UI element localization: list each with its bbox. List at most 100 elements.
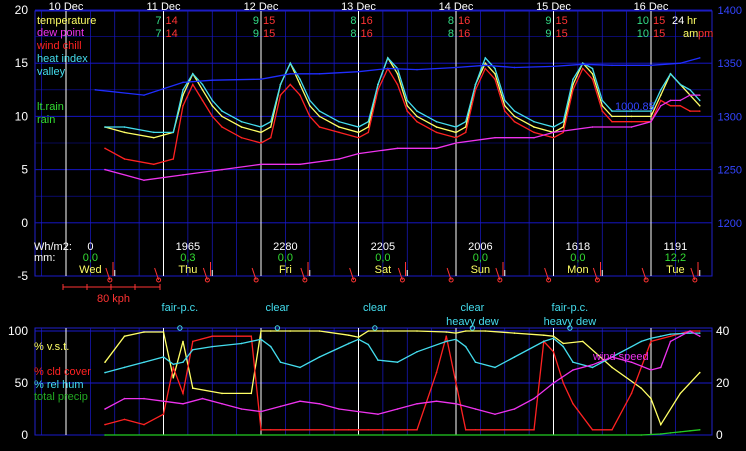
lower-point--v-s-t- bbox=[542, 334, 545, 336]
lower-point--cld-cover bbox=[250, 335, 253, 338]
tmin-label: 10 bbox=[637, 28, 649, 40]
wind-dir-marker bbox=[448, 277, 454, 283]
series-point-temperature bbox=[572, 83, 574, 86]
lower-point--rel-hum bbox=[396, 361, 399, 364]
lower-point--v-s-t- bbox=[650, 397, 652, 400]
lower-point--v-s-t- bbox=[250, 392, 253, 395]
lower-point--rel-hum bbox=[513, 356, 516, 358]
series-point-heat-index bbox=[503, 99, 506, 102]
lower-point--cld-cover bbox=[552, 351, 555, 353]
series-point-valley bbox=[698, 57, 701, 59]
series-point-valley bbox=[318, 73, 321, 75]
tmax-label: 16 bbox=[361, 15, 373, 27]
series-point-valley bbox=[650, 64, 652, 67]
legend-valley: valley bbox=[37, 66, 66, 78]
mm-value: 12,2 bbox=[665, 252, 686, 264]
weekday-label: Mon bbox=[567, 264, 588, 276]
tmin-label: 7 bbox=[155, 15, 161, 27]
series-point-heat-index bbox=[659, 89, 662, 91]
lower-panel: 100 50 0 40 20 0 fair-p.c. clear clear clear heav… bbox=[8, 302, 730, 442]
series-point-wind-chill bbox=[377, 89, 379, 91]
lower-point-total-precip bbox=[669, 432, 672, 434]
series-point-temperature bbox=[406, 104, 409, 107]
left-tick-label: 10 bbox=[15, 109, 29, 123]
series-point-temperature bbox=[367, 126, 370, 128]
series-point-temperature bbox=[494, 73, 496, 75]
lower-point--rel-hum bbox=[367, 343, 370, 346]
sky-condition-label: clear bbox=[265, 302, 289, 314]
series-point-valley bbox=[143, 94, 145, 96]
series-point-heat-index bbox=[630, 110, 633, 112]
series-line-dew-point bbox=[104, 94, 700, 181]
series-point-dew-point bbox=[182, 174, 184, 176]
series-point-temperature bbox=[484, 62, 487, 64]
lower-point--cld-cover bbox=[562, 382, 565, 384]
lower-point-wind-speed bbox=[338, 408, 340, 410]
lower-point-total-precip bbox=[640, 434, 643, 436]
sky-condition-label: fair-p.c. bbox=[552, 302, 589, 314]
series-point-heat-index bbox=[201, 83, 204, 86]
lower-right-tick: 20 bbox=[716, 376, 730, 390]
wind-dir-marker bbox=[643, 277, 649, 283]
series-point-temperature bbox=[211, 104, 214, 107]
series-point-dew-point bbox=[533, 136, 535, 139]
lower-point--v-s-t- bbox=[367, 330, 370, 332]
lower-point--v-s-t- bbox=[143, 331, 145, 333]
series-point-wind-chill bbox=[572, 89, 574, 91]
series-point-dew-point bbox=[338, 158, 340, 160]
lower-point--v-s-t- bbox=[289, 330, 292, 332]
series-point-wind-chill bbox=[698, 110, 701, 112]
lower-point-total-precip bbox=[659, 433, 662, 435]
series-point-heat-index bbox=[552, 126, 555, 128]
series-point-wind-chill bbox=[357, 136, 360, 139]
legend-temperature: temperature bbox=[37, 15, 96, 27]
series-point-wind-chill bbox=[191, 83, 194, 86]
tmax-label: 15 bbox=[263, 15, 275, 27]
series-point-temperature bbox=[269, 126, 272, 128]
lower-point--cld-cover bbox=[357, 429, 360, 431]
legend-dew-point: dew point bbox=[37, 27, 84, 39]
tmax-label: 15 bbox=[653, 15, 665, 27]
series-point-heat-index bbox=[211, 99, 214, 102]
legend-wind-chill: wind chill bbox=[36, 40, 82, 52]
series-point-dew-point bbox=[659, 104, 662, 107]
day-date-label: 14 Dec bbox=[439, 1, 474, 13]
series-point-dew-point bbox=[104, 168, 106, 171]
series-point-dew-point bbox=[221, 168, 223, 171]
wind-dir-arrow bbox=[446, 267, 452, 281]
weekday-label: Tue bbox=[666, 264, 685, 276]
lower-point--rel-hum bbox=[640, 340, 643, 343]
lower-point--rel-hum bbox=[572, 361, 574, 364]
series-line-temperature bbox=[104, 56, 701, 139]
lower-point--rel-hum bbox=[464, 345, 467, 348]
wind-dir-arrow bbox=[397, 267, 403, 281]
lower-point-wind-speed bbox=[572, 369, 574, 371]
series-point-heat-index bbox=[669, 73, 672, 75]
lower-point--cld-cover bbox=[367, 429, 370, 431]
series-point-dew-point bbox=[689, 94, 691, 96]
mm-value: 0,0 bbox=[375, 252, 390, 264]
series-point-wind-chill bbox=[513, 120, 516, 123]
dew-label: heavy dew bbox=[544, 316, 597, 328]
wind-dir-marker bbox=[399, 277, 405, 283]
series-point-dew-point bbox=[494, 136, 496, 139]
wind-dir-arrow bbox=[300, 267, 306, 281]
series-point-temperature bbox=[318, 115, 321, 118]
series-point-dew-point bbox=[552, 131, 555, 134]
tmax-label: 16 bbox=[361, 28, 373, 40]
tmin-label: 10 bbox=[637, 15, 649, 27]
series-point-valley bbox=[455, 66, 457, 69]
series-point-wind-chill bbox=[260, 142, 262, 144]
hr-label: hr bbox=[687, 15, 697, 27]
lower-point--v-s-t- bbox=[269, 330, 272, 332]
lower-point-wind-speed bbox=[299, 400, 301, 403]
lower-point--v-s-t- bbox=[659, 423, 662, 426]
left-tick-label: -5 bbox=[17, 269, 28, 283]
series-point-wind-chill bbox=[289, 83, 292, 86]
series-point-valley bbox=[679, 62, 682, 64]
lower-point--rel-hum bbox=[562, 345, 565, 348]
lower-point--rel-hum bbox=[689, 332, 691, 334]
lower-point--v-s-t- bbox=[182, 340, 184, 343]
wind-dir-marker bbox=[204, 277, 210, 283]
